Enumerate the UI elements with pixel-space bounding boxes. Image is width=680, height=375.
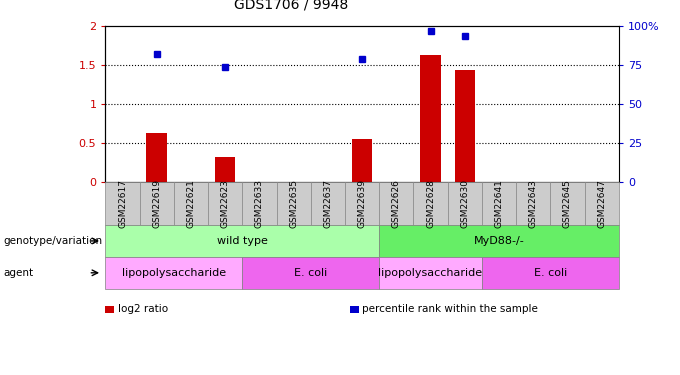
Text: agent: agent bbox=[3, 268, 33, 278]
Text: GSM22623: GSM22623 bbox=[221, 179, 230, 228]
Text: GSM22626: GSM22626 bbox=[392, 179, 401, 228]
Text: GSM22617: GSM22617 bbox=[118, 179, 127, 228]
Text: E. coli: E. coli bbox=[534, 268, 567, 278]
Text: GSM22628: GSM22628 bbox=[426, 179, 435, 228]
Text: genotype/variation: genotype/variation bbox=[3, 236, 103, 246]
Text: MyD88-/-: MyD88-/- bbox=[474, 236, 524, 246]
Bar bbox=[454, 70, 475, 182]
Bar bbox=[215, 157, 235, 182]
Text: GSM22630: GSM22630 bbox=[460, 179, 469, 228]
Text: GDS1706 / 9948: GDS1706 / 9948 bbox=[234, 0, 348, 11]
Bar bbox=[146, 133, 167, 182]
Text: GSM22647: GSM22647 bbox=[597, 179, 606, 228]
Text: GSM22641: GSM22641 bbox=[494, 179, 503, 228]
Text: GSM22643: GSM22643 bbox=[529, 179, 538, 228]
Text: GSM22639: GSM22639 bbox=[358, 179, 367, 228]
Text: GSM22645: GSM22645 bbox=[563, 179, 572, 228]
Text: percentile rank within the sample: percentile rank within the sample bbox=[362, 304, 539, 314]
Bar bbox=[420, 55, 441, 182]
Text: log2 ratio: log2 ratio bbox=[118, 304, 168, 314]
Text: GSM22635: GSM22635 bbox=[289, 179, 298, 228]
Text: lipopolysaccharide: lipopolysaccharide bbox=[122, 268, 226, 278]
Text: GSM22633: GSM22633 bbox=[255, 179, 264, 228]
Text: GSM22619: GSM22619 bbox=[152, 179, 161, 228]
Text: wild type: wild type bbox=[217, 236, 268, 246]
Text: E. coli: E. coli bbox=[294, 268, 327, 278]
Bar bbox=[352, 139, 373, 182]
Text: GSM22621: GSM22621 bbox=[186, 179, 195, 228]
Text: GSM22637: GSM22637 bbox=[324, 179, 333, 228]
Text: lipopolysaccharide: lipopolysaccharide bbox=[379, 268, 483, 278]
